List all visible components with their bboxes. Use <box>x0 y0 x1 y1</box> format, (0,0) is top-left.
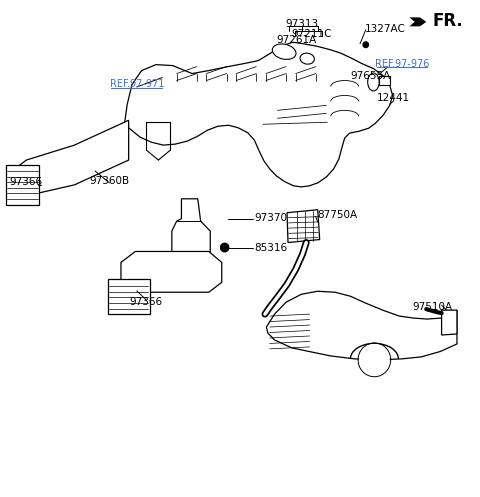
Polygon shape <box>287 210 320 243</box>
Polygon shape <box>6 165 39 205</box>
Polygon shape <box>266 291 457 360</box>
Text: 97261A: 97261A <box>276 35 317 45</box>
Text: REF.97-976: REF.97-976 <box>375 59 430 69</box>
Text: 97366: 97366 <box>130 297 163 307</box>
Text: 97313: 97313 <box>286 19 319 29</box>
Text: 97510A: 97510A <box>412 302 452 312</box>
Polygon shape <box>442 310 457 335</box>
Polygon shape <box>172 199 210 267</box>
Text: 97360B: 97360B <box>89 176 130 186</box>
Circle shape <box>220 243 229 252</box>
Text: 97211C: 97211C <box>292 29 332 39</box>
Polygon shape <box>13 120 129 196</box>
Circle shape <box>363 42 369 48</box>
Text: REF.97-971: REF.97-971 <box>109 80 164 89</box>
Bar <box>379 76 390 85</box>
Polygon shape <box>121 251 222 292</box>
Text: 97370: 97370 <box>254 213 288 223</box>
Ellipse shape <box>272 44 296 60</box>
Circle shape <box>359 344 390 376</box>
Polygon shape <box>125 42 393 187</box>
Text: 97366: 97366 <box>10 177 43 187</box>
Polygon shape <box>409 17 426 26</box>
Polygon shape <box>108 279 150 314</box>
Ellipse shape <box>368 73 379 91</box>
Text: 97655A: 97655A <box>350 71 391 81</box>
Text: FR.: FR. <box>432 12 463 30</box>
Text: 1327AC: 1327AC <box>365 24 406 34</box>
Text: 87750A: 87750A <box>317 210 357 220</box>
Ellipse shape <box>300 53 314 64</box>
Text: 12441: 12441 <box>377 93 410 103</box>
Text: 85316: 85316 <box>254 243 288 252</box>
